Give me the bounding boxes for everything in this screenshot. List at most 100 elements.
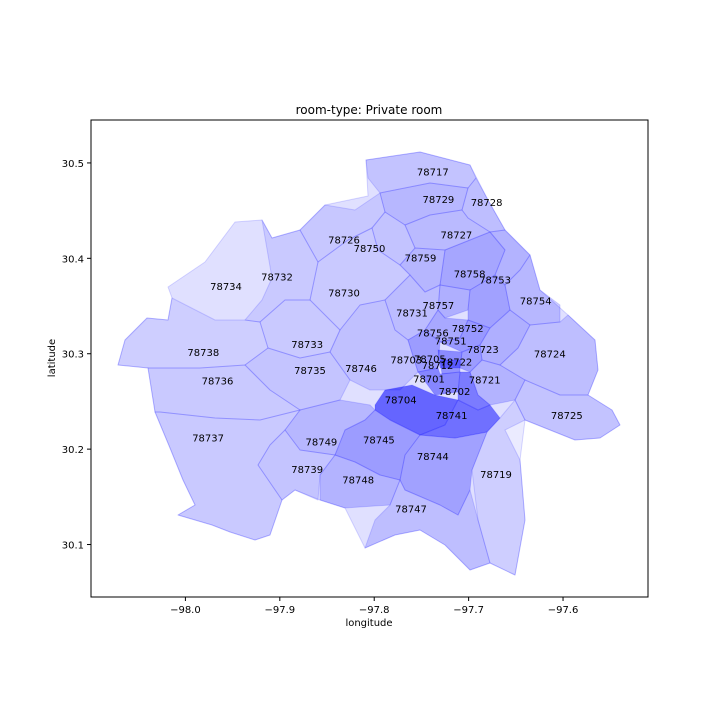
region-shape: [407, 329, 441, 373]
region-label-78744: 78744: [417, 452, 449, 463]
region-shape: [379, 182, 469, 226]
region-label-78735: 78735: [294, 366, 326, 377]
region-label-78712: 78712: [422, 361, 454, 372]
region-label-78721: 78721: [469, 376, 501, 387]
region-label-78753: 78753: [479, 275, 511, 286]
y-tick-label: 30.5: [62, 159, 84, 170]
region-shape: [147, 364, 301, 421]
x-tick-label: −97.9: [264, 605, 295, 616]
region-shape: [334, 409, 421, 481]
region-shape: [284, 399, 376, 456]
region-shape: [244, 219, 319, 323]
chart-title: room-type: Private room: [296, 103, 443, 117]
y-tick-label: 30.1: [62, 541, 84, 552]
region-label-78734: 78734: [210, 282, 242, 293]
region-shape: [479, 309, 531, 366]
region-shape: [439, 359, 461, 375]
region-shape: [467, 274, 511, 329]
y-tick-label: 30.2: [62, 445, 84, 456]
region-shape: [424, 309, 469, 343]
region-label-78719: 78719: [480, 470, 512, 481]
region-label-78747: 78747: [395, 504, 427, 515]
region-shape: [461, 177, 506, 233]
region-shape: [371, 211, 416, 266]
x-tick-label: −97.6: [548, 605, 579, 616]
region-shape: [499, 314, 599, 396]
region-shape: [244, 347, 351, 411]
x-axis: −98.0 −97.9 −97.8 −97.7 −97.6: [170, 597, 578, 616]
region-shape: [399, 431, 488, 516]
region-label-78748: 78748: [342, 476, 374, 487]
region-shape: [439, 319, 491, 353]
region-shape: [399, 247, 446, 293]
region-shape: [514, 379, 621, 441]
plot-area-frame: [90, 119, 649, 598]
region-label-78752: 78752: [452, 324, 484, 335]
region-label-78746: 78746: [345, 364, 377, 375]
region-shape: [469, 359, 526, 406]
region-shape: [319, 454, 401, 509]
region-label-78727: 78727: [440, 231, 472, 242]
region-label-78757: 78757: [422, 301, 454, 312]
y-tick-label: 30.4: [62, 254, 84, 265]
region-label-78729: 78729: [422, 195, 454, 206]
region-label-78731: 78731: [396, 309, 428, 320]
y-axis: 30.1 30.2 30.3 30.4 30.5: [62, 159, 91, 552]
region-label-78732: 78732: [261, 273, 293, 284]
region-shape: [365, 151, 477, 194]
region-label-78758: 78758: [454, 270, 486, 281]
region-label-78754: 78754: [520, 296, 552, 307]
x-tick-label: −97.8: [359, 605, 390, 616]
region-label-78724: 78724: [534, 350, 566, 361]
region-shape: [117, 151, 621, 576]
region-shape: [419, 399, 501, 439]
region-label-78726: 78726: [328, 235, 360, 246]
region-label-78756: 78756: [417, 329, 449, 340]
x-tick-label: −97.7: [453, 605, 484, 616]
region-shape: [364, 479, 491, 571]
region-label-78702: 78702: [439, 387, 471, 398]
region-shape: [439, 231, 506, 291]
region-shape: [259, 299, 341, 359]
region-shape: [489, 229, 531, 286]
region-label-78749: 78749: [305, 438, 337, 449]
region-label-78725: 78725: [551, 411, 583, 422]
region-label-78739: 78739: [291, 465, 323, 476]
region-label-78738: 78738: [187, 348, 219, 359]
region-shape: [459, 344, 483, 373]
x-axis-label: longitude: [345, 618, 392, 629]
region-shape: [154, 409, 301, 541]
region-label-78733: 78733: [291, 340, 323, 351]
y-axis-label: latitude: [47, 339, 58, 377]
region-shape: [437, 349, 463, 369]
region-shape: [404, 209, 491, 251]
region-label-78730: 78730: [328, 289, 360, 300]
region-label-78717: 78717: [417, 168, 449, 179]
region-label-78722: 78722: [440, 357, 472, 368]
region-label-78751: 78751: [435, 336, 467, 347]
region-shape: [471, 399, 526, 576]
region-label-78703: 78703: [390, 356, 422, 367]
x-tick-label: −98.0: [170, 605, 201, 616]
region-layer: [117, 151, 621, 576]
y-tick-label: 30.3: [62, 350, 84, 361]
region-shape: [437, 284, 471, 319]
region-shape: [384, 274, 441, 341]
region-shape: [299, 192, 386, 263]
region-shape: [309, 227, 411, 331]
region-shape: [504, 254, 561, 326]
region-label-78728: 78728: [471, 198, 503, 209]
region-label-78723: 78723: [467, 345, 499, 356]
region-label-78759: 78759: [405, 253, 437, 264]
region-label-78741: 78741: [436, 411, 468, 422]
region-label-78745: 78745: [363, 436, 395, 447]
region-label-78704: 78704: [385, 396, 417, 407]
region-label-78705: 78705: [414, 355, 446, 366]
region-shape: [257, 429, 336, 501]
region-label-78736: 78736: [202, 376, 234, 387]
region-shape: [329, 299, 419, 391]
region-label-78750: 78750: [354, 244, 386, 255]
region-label-78737: 78737: [192, 434, 224, 445]
